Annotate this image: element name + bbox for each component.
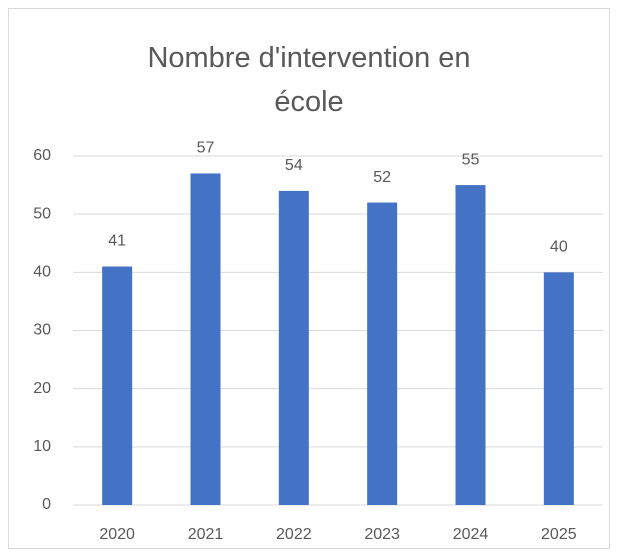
x-tick-label: 2022: [276, 526, 312, 543]
bar: [190, 173, 221, 505]
data-label: 41: [108, 233, 126, 250]
data-label: 52: [373, 169, 391, 186]
chart-border: [8, 8, 610, 549]
bar: [278, 190, 309, 505]
x-tick-label: 2020: [99, 526, 135, 543]
y-tick-label: 40: [33, 264, 51, 281]
data-label: 40: [550, 239, 568, 256]
y-tick-label: 20: [33, 380, 51, 397]
y-tick-label: 60: [33, 147, 51, 164]
x-tick-label: 2023: [364, 526, 400, 543]
data-label: 54: [285, 157, 303, 174]
data-label: 55: [462, 151, 480, 168]
bar: [367, 202, 398, 506]
bar: [102, 266, 133, 505]
y-tick-label: 0: [42, 496, 51, 513]
chart-title: Nombre d'intervention en école: [147, 42, 471, 118]
y-tick-label: 10: [33, 438, 51, 455]
x-tick-label: 2024: [453, 526, 489, 543]
bar: [543, 272, 574, 505]
y-tick-label: 30: [33, 322, 51, 339]
bar: [455, 185, 486, 506]
y-tick-label: 50: [33, 205, 51, 222]
x-tick-label: 2025: [541, 526, 577, 543]
x-tick-label: 2021: [188, 526, 224, 543]
data-label: 57: [197, 140, 215, 157]
